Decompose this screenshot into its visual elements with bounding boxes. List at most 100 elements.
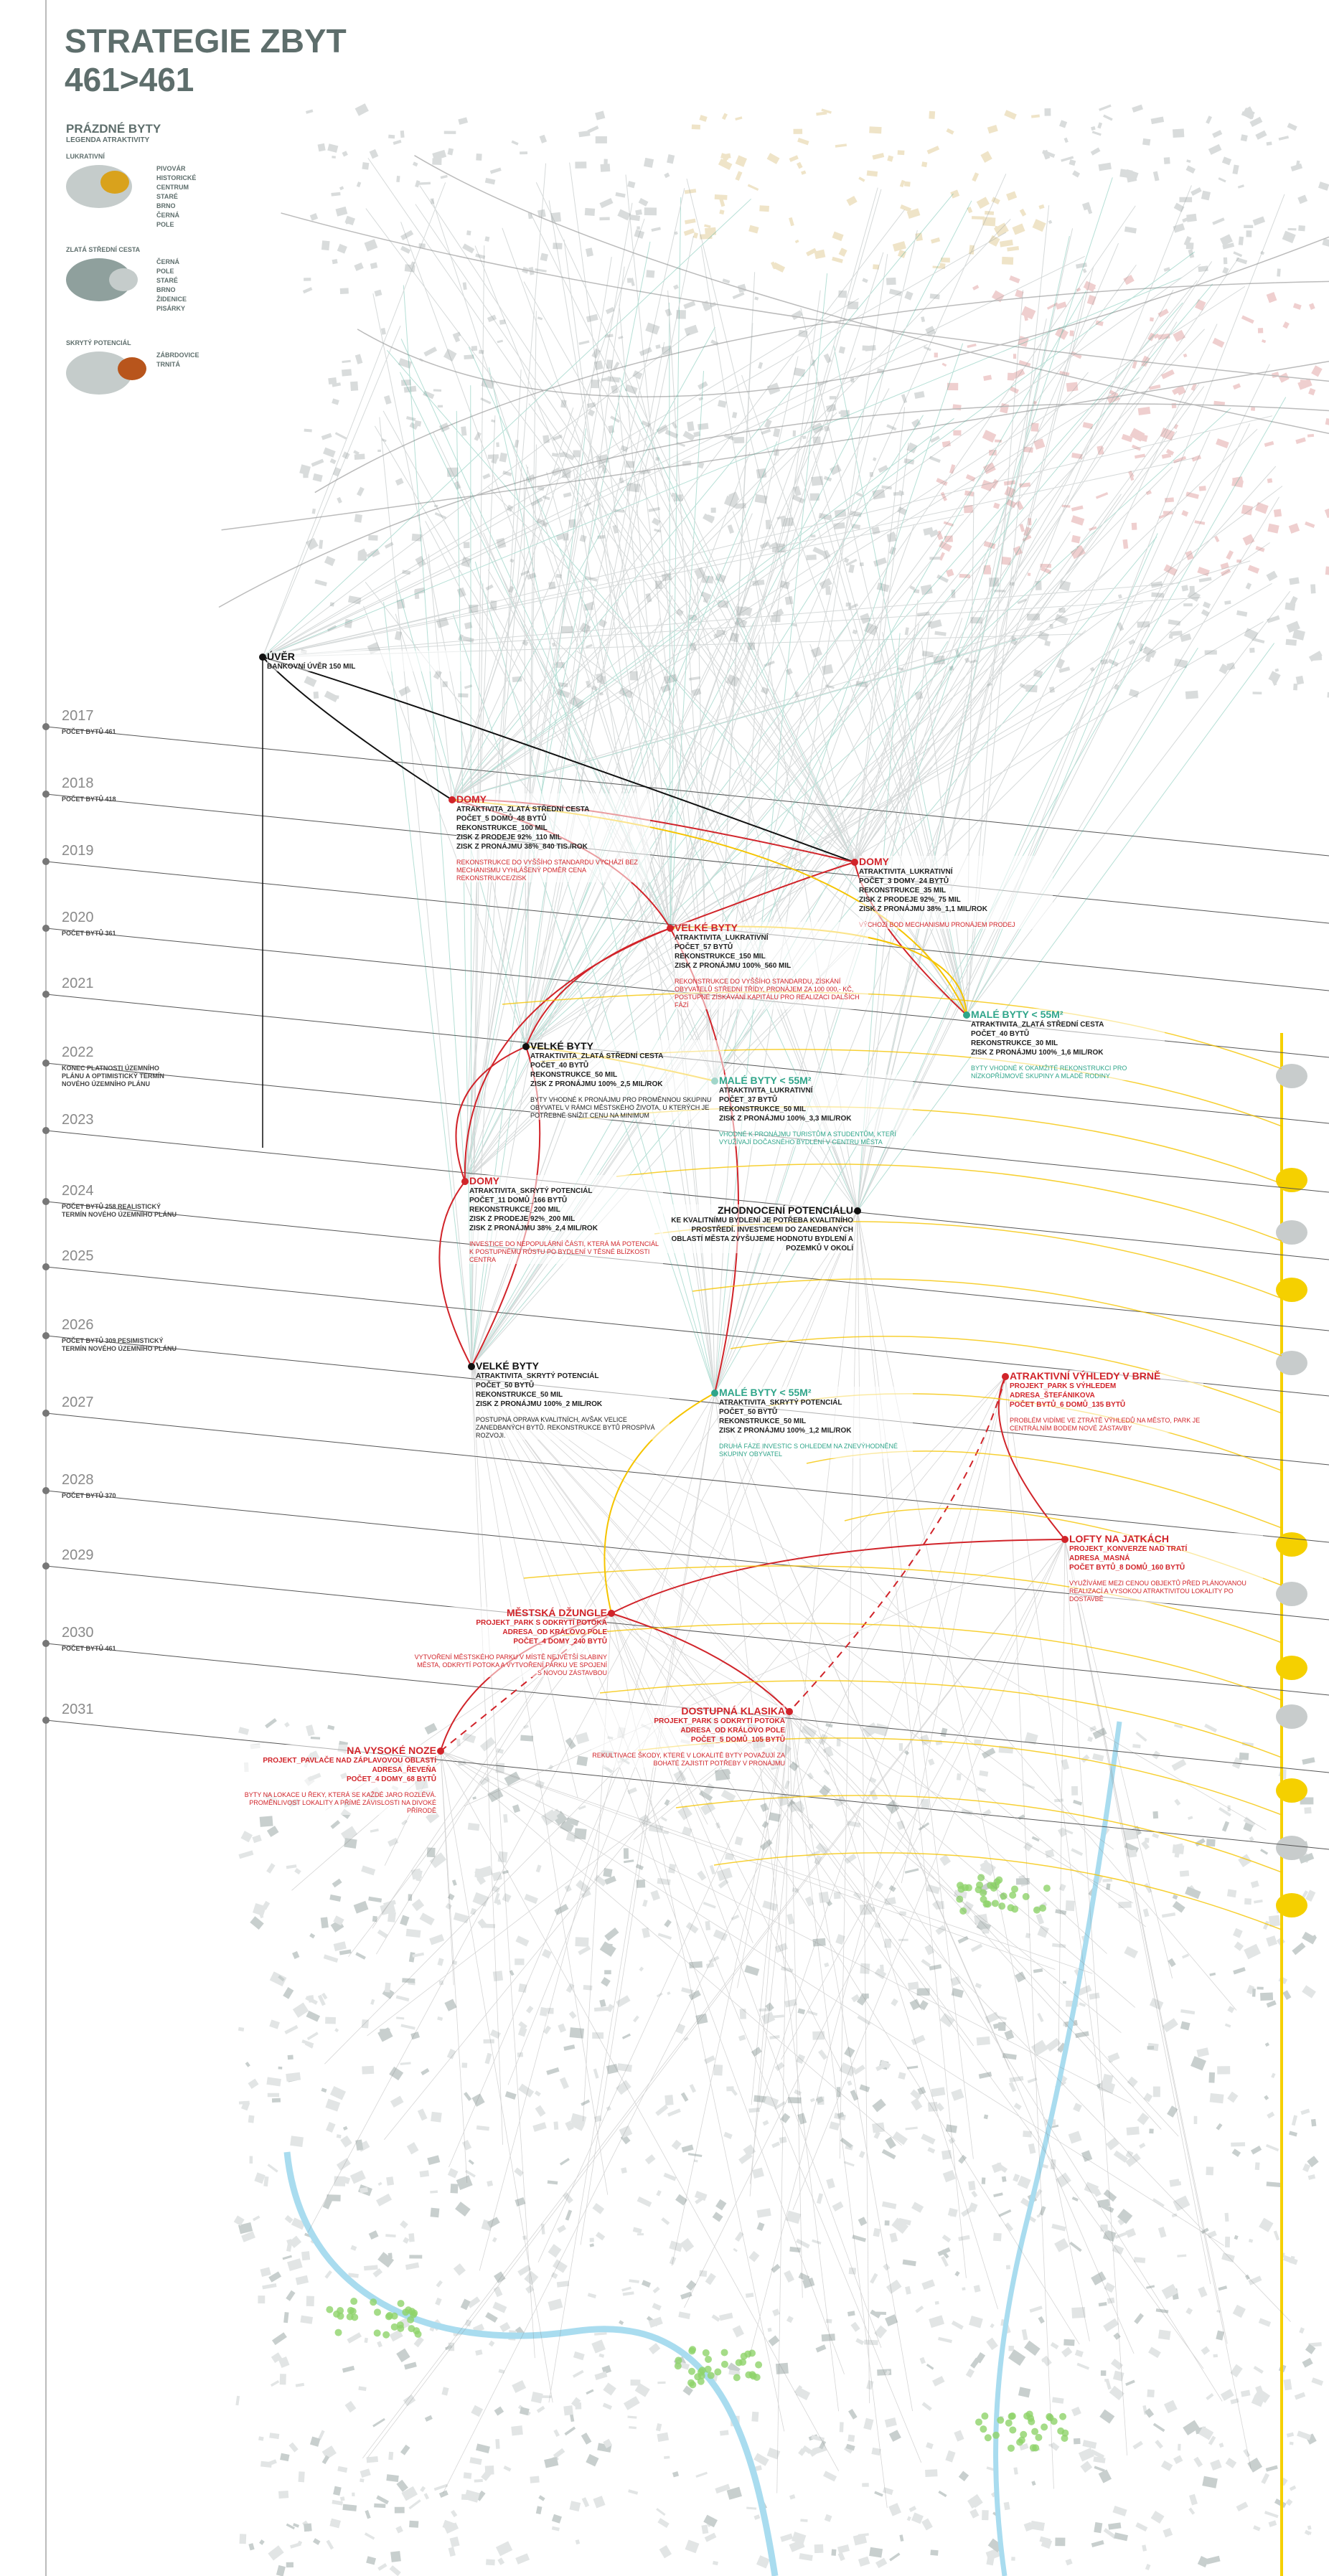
legend-swatch — [66, 258, 132, 301]
node: MALÉ BYTY < 55M² ATRAKTIVITA_LUKRATIVNÍ PO… — [719, 1075, 913, 1146]
year-line — [45, 1130, 1329, 1260]
building — [1268, 1915, 1281, 1927]
tree — [396, 2321, 404, 2329]
building — [344, 2400, 357, 2413]
building — [684, 189, 697, 194]
building — [682, 1826, 692, 1836]
building — [259, 1816, 273, 1827]
building — [789, 2539, 805, 2552]
building — [1007, 372, 1015, 381]
building — [818, 2049, 828, 2060]
building — [1254, 501, 1269, 514]
link — [464, 202, 633, 1182]
building — [983, 541, 996, 549]
building — [623, 2396, 640, 2410]
building — [518, 1983, 527, 1994]
building — [1288, 523, 1300, 534]
building — [472, 1796, 476, 1800]
building — [855, 681, 868, 688]
link — [854, 321, 1178, 863]
building — [309, 2436, 321, 2447]
building — [794, 2089, 802, 2096]
building — [1220, 568, 1231, 577]
building — [629, 671, 638, 681]
building — [732, 2325, 744, 2338]
building — [487, 2180, 494, 2187]
building — [1076, 2362, 1090, 2370]
building — [927, 2147, 936, 2153]
building — [1197, 2556, 1209, 2568]
building — [838, 346, 846, 354]
building — [648, 506, 661, 513]
building — [921, 651, 934, 658]
building — [377, 2252, 395, 2268]
building — [1147, 2046, 1155, 2050]
building — [238, 1850, 254, 1859]
link — [854, 634, 915, 863]
node-line: POČET_40 BYTŮ — [530, 1062, 589, 1070]
building — [774, 2062, 785, 2072]
building — [1213, 2354, 1218, 2358]
building — [1241, 504, 1253, 516]
building — [558, 2023, 567, 2033]
building — [1325, 417, 1329, 428]
building — [784, 2270, 795, 2283]
building — [579, 534, 587, 543]
building — [677, 1805, 692, 1821]
building — [888, 2503, 902, 2516]
building — [862, 1722, 879, 1738]
building — [1017, 598, 1028, 605]
node-dot — [1002, 1373, 1009, 1380]
building — [1188, 249, 1195, 258]
building — [305, 109, 314, 114]
building — [1046, 2037, 1061, 2052]
node-dot — [667, 925, 674, 932]
building — [408, 2499, 421, 2510]
building — [412, 161, 418, 167]
building — [268, 2545, 284, 2561]
building — [844, 2046, 855, 2058]
building — [432, 149, 447, 161]
building — [290, 2542, 301, 2549]
building — [1107, 659, 1119, 667]
building — [1110, 2358, 1124, 2370]
building — [780, 2533, 794, 2542]
building — [1044, 108, 1051, 116]
building — [1139, 2142, 1146, 2149]
tree — [1011, 1905, 1019, 1913]
tree — [992, 2431, 1000, 2439]
building — [492, 2237, 497, 2242]
building — [926, 146, 940, 154]
building — [329, 458, 337, 465]
building — [1034, 2189, 1043, 2199]
building — [804, 1896, 814, 1907]
building — [852, 524, 861, 529]
node-note: POSTUPNÁ OPRAVA KVALITNÍCH, AVŠAK VELICE… — [476, 1416, 655, 1439]
building — [911, 2034, 926, 2046]
building — [280, 2453, 290, 2462]
building — [858, 176, 865, 182]
building — [1241, 1741, 1254, 1747]
building — [918, 1822, 930, 1831]
building — [766, 2447, 781, 2460]
building — [1185, 491, 1199, 499]
building — [447, 148, 454, 156]
building — [661, 345, 672, 356]
building — [605, 334, 614, 338]
building — [1170, 631, 1183, 636]
building — [660, 684, 671, 693]
building — [991, 290, 1005, 303]
building — [855, 2338, 865, 2345]
building — [556, 689, 570, 699]
building — [862, 2483, 869, 2487]
building — [1071, 453, 1083, 460]
building — [1005, 2222, 1014, 2232]
building — [1074, 2349, 1084, 2358]
building — [1213, 400, 1226, 406]
building — [1219, 234, 1233, 246]
building — [705, 1962, 715, 1968]
building — [661, 572, 672, 582]
building — [1133, 2257, 1146, 2263]
building — [502, 1869, 509, 1874]
building — [591, 379, 599, 389]
